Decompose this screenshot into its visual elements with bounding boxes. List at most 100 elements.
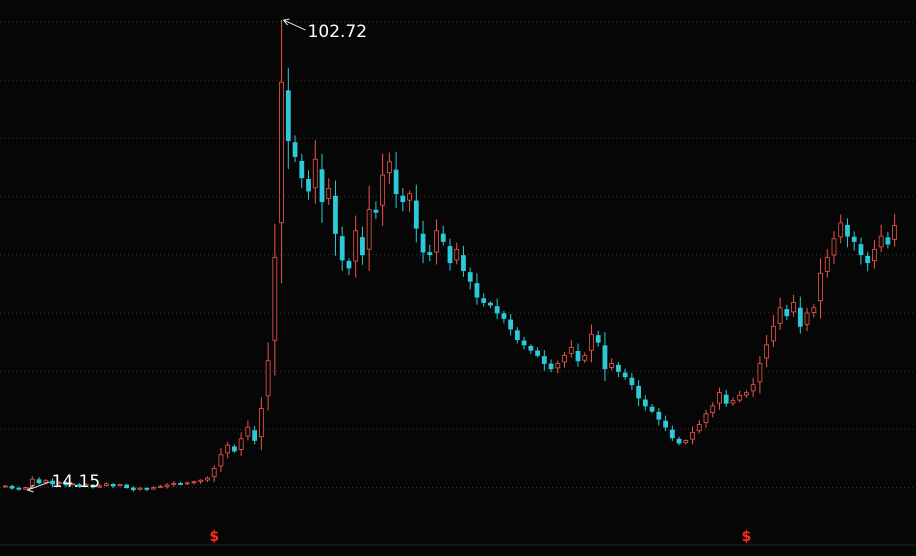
candle-body[interactable] [669,429,675,439]
candle-body[interactable] [124,484,130,489]
dividend-marker[interactable]: $ [742,529,752,545]
candle-body[interactable] [865,255,871,264]
candle-body[interactable] [541,356,547,364]
candle-body[interactable] [892,225,898,240]
candle-body[interactable] [649,406,655,412]
candle-body[interactable] [218,454,224,467]
candle-body[interactable] [683,440,689,444]
candle-body[interactable] [380,174,386,206]
candle-body[interactable] [440,233,446,242]
candle-body[interactable] [205,477,210,481]
candle-body[interactable] [104,483,109,486]
candle-body[interactable] [413,200,419,229]
candle-body[interactable] [110,483,116,487]
candle-body[interactable] [744,392,749,396]
candle-body[interactable] [575,351,581,362]
candle-body[interactable] [420,233,426,253]
candle-body[interactable] [838,222,844,238]
candle-body[interactable] [184,482,190,485]
candle-body[interactable] [2,485,8,488]
candle-body[interactable] [750,384,756,392]
candle-body[interactable] [521,340,527,346]
candle-body[interactable] [279,81,284,224]
candle-body[interactable] [622,372,628,378]
candle-body[interactable] [723,394,729,404]
candle-body[interactable] [461,255,466,272]
candle-body[interactable] [872,249,877,262]
candle-body[interactable] [764,344,770,359]
candle-body[interactable] [710,405,716,413]
candle-body[interactable] [656,411,662,420]
candle-body[interactable] [178,483,183,485]
candle-body[interactable] [858,244,864,256]
candle-body[interactable] [252,430,258,441]
candle-body[interactable] [353,230,359,262]
candle-body[interactable] [791,302,796,313]
candle-body[interactable] [777,307,783,324]
candle-body[interactable] [717,392,722,404]
candle-body[interactable] [83,484,89,487]
candle-body[interactable] [312,158,318,189]
candle-body[interactable] [737,394,743,401]
candle-body[interactable] [16,487,22,490]
candle-body[interactable] [339,236,345,261]
candle-body[interactable] [474,283,480,298]
candle-body[interactable] [333,195,338,234]
candle-body[interactable] [225,444,231,454]
candle-body[interactable] [285,90,291,142]
candle-body[interactable] [386,161,392,174]
candle-body[interactable] [232,446,237,452]
candle-body[interactable] [824,256,830,272]
candle-body[interactable] [663,420,668,428]
candle-body[interactable] [851,236,857,242]
candle-body[interactable] [582,355,588,361]
candle-body[interactable] [238,438,244,450]
candle-body[interactable] [676,438,682,444]
candle-body[interactable] [696,424,702,432]
candle-body[interactable] [77,484,82,487]
candle-body[interactable] [501,313,507,319]
candle-body[interactable] [488,302,493,306]
candle-body[interactable] [137,487,143,490]
candle-body[interactable] [292,142,298,157]
candle-body[interactable] [467,272,473,282]
candle-body[interactable] [191,481,197,484]
candle-body[interactable] [602,345,608,370]
candle-body[interactable] [393,169,399,195]
candle-body[interactable] [319,169,325,203]
candle-body[interactable] [609,363,615,368]
candle-body[interactable] [9,485,15,489]
candle-body[interactable] [528,345,534,351]
candle-body[interactable] [629,377,635,386]
candle-body[interactable] [797,307,803,327]
candle-body[interactable] [306,178,311,192]
candle-body[interactable] [454,249,460,261]
candle-body[interactable] [690,432,695,440]
candle-body[interactable] [548,363,554,370]
candle-body[interactable] [434,230,439,253]
candle-body[interactable] [90,484,96,488]
candle-body[interactable] [346,260,352,269]
candle-body[interactable] [568,347,574,354]
candle-body[interactable] [245,426,251,437]
candle-body[interactable] [23,487,28,490]
candle-body[interactable] [360,237,365,256]
candle-body[interactable] [514,330,520,341]
candle-body[interactable] [770,325,776,342]
candle-body[interactable] [164,484,170,487]
candle-body[interactable] [70,483,76,486]
candle-body[interactable] [258,408,264,438]
candle-body[interactable] [373,209,379,213]
candle-body[interactable] [144,487,150,490]
candle-body[interactable] [427,252,433,256]
candle-body[interactable] [555,363,561,369]
candle-body[interactable] [508,319,514,330]
candle-body[interactable] [407,193,412,201]
candle-body[interactable] [730,400,736,404]
candle-body[interactable] [804,312,810,325]
dividend-marker[interactable]: $ [209,529,219,545]
candle-body[interactable] [299,160,305,179]
candle-body[interactable] [562,355,567,363]
candle-body[interactable] [117,484,123,487]
candle-body[interactable] [36,479,42,484]
